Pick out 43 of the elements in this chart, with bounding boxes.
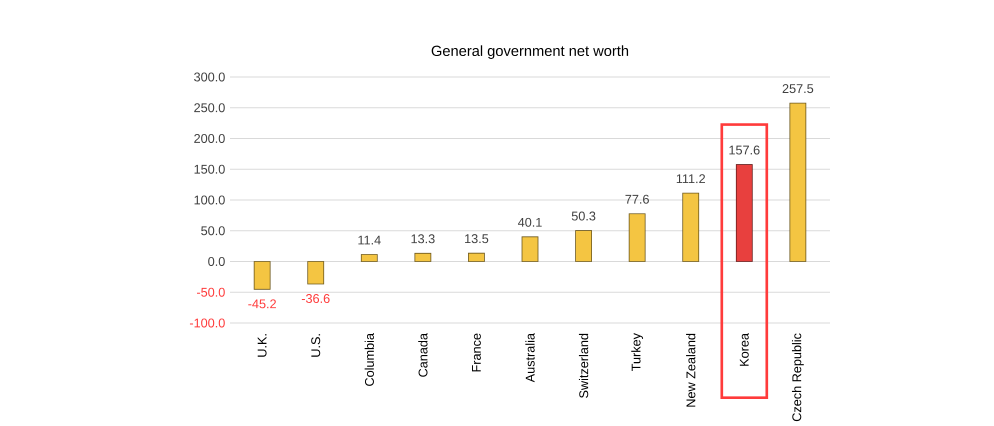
y-tick-label: -50.0 — [196, 288, 225, 297]
data-label: 157.6 — [729, 145, 760, 154]
bar — [254, 260, 271, 290]
bar — [360, 254, 378, 262]
x-tick-label: Australia — [525, 332, 535, 382]
bar — [307, 260, 324, 284]
y-tick-label: 0.0 — [208, 256, 225, 266]
x-tick-label: Columbia — [364, 332, 374, 386]
data-label: 111.2 — [676, 174, 706, 183]
data-label: 11.4 — [358, 236, 381, 244]
bar — [522, 236, 538, 262]
bar — [575, 230, 592, 262]
bar — [789, 102, 806, 262]
x-tick-label: Turkey — [631, 332, 644, 371]
x-tick-label: U.K. — [258, 334, 267, 357]
y-tick-label: 200.0 — [194, 134, 225, 143]
bar — [682, 192, 700, 262]
bar — [628, 213, 646, 262]
x-tick-label: Korea — [740, 332, 749, 366]
x-tick-label: Czech Republic — [792, 333, 804, 422]
data-label: 257.5 — [782, 84, 814, 93]
data-label: 77.6 — [625, 194, 649, 204]
y-tick-label: 250.0 — [194, 103, 225, 112]
x-tick-label: Canada — [418, 332, 428, 377]
y-tick-label: 300.0 — [194, 72, 225, 82]
y-tick-label: 100.0 — [194, 195, 225, 204]
data-label: 13.5 — [465, 234, 488, 244]
data-label: 13.3 — [412, 234, 435, 244]
bar — [414, 252, 432, 262]
y-tick-label: 150.0 — [194, 164, 225, 174]
y-tick-label: 50.0 — [201, 226, 225, 236]
data-label: -36.6 — [302, 294, 330, 303]
data-label: 50.3 — [572, 211, 596, 220]
data-label: 40.1 — [518, 218, 542, 227]
x-tick-label: New Zealand — [686, 334, 696, 407]
y-tick-label: -100.0 — [190, 318, 225, 328]
x-tick-label: France — [472, 334, 481, 372]
data-label: -45.2 — [248, 299, 276, 308]
bar — [468, 252, 485, 262]
bar — [736, 164, 753, 262]
x-tick-label: U.S. — [311, 334, 320, 357]
x-tick-label: Switzerland — [578, 334, 588, 398]
chart-title: General government net worth — [432, 45, 628, 59]
